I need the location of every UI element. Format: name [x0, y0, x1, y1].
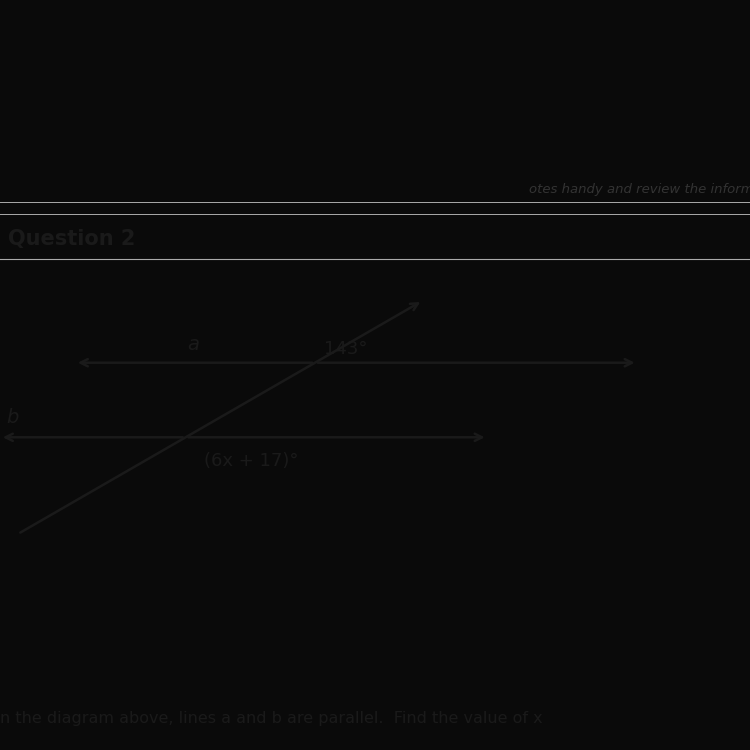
Text: (6x + 17)°: (6x + 17)°: [204, 452, 298, 470]
Text: n the diagram above, lines a and b are parallel.  Find the value of x: n the diagram above, lines a and b are p…: [0, 711, 542, 726]
Text: otes handy and review the inform: otes handy and review the inform: [530, 183, 750, 196]
Text: 143°: 143°: [324, 340, 368, 358]
Text: Question 2: Question 2: [8, 230, 135, 249]
Text: b: b: [6, 408, 18, 427]
Text: a: a: [188, 335, 200, 354]
